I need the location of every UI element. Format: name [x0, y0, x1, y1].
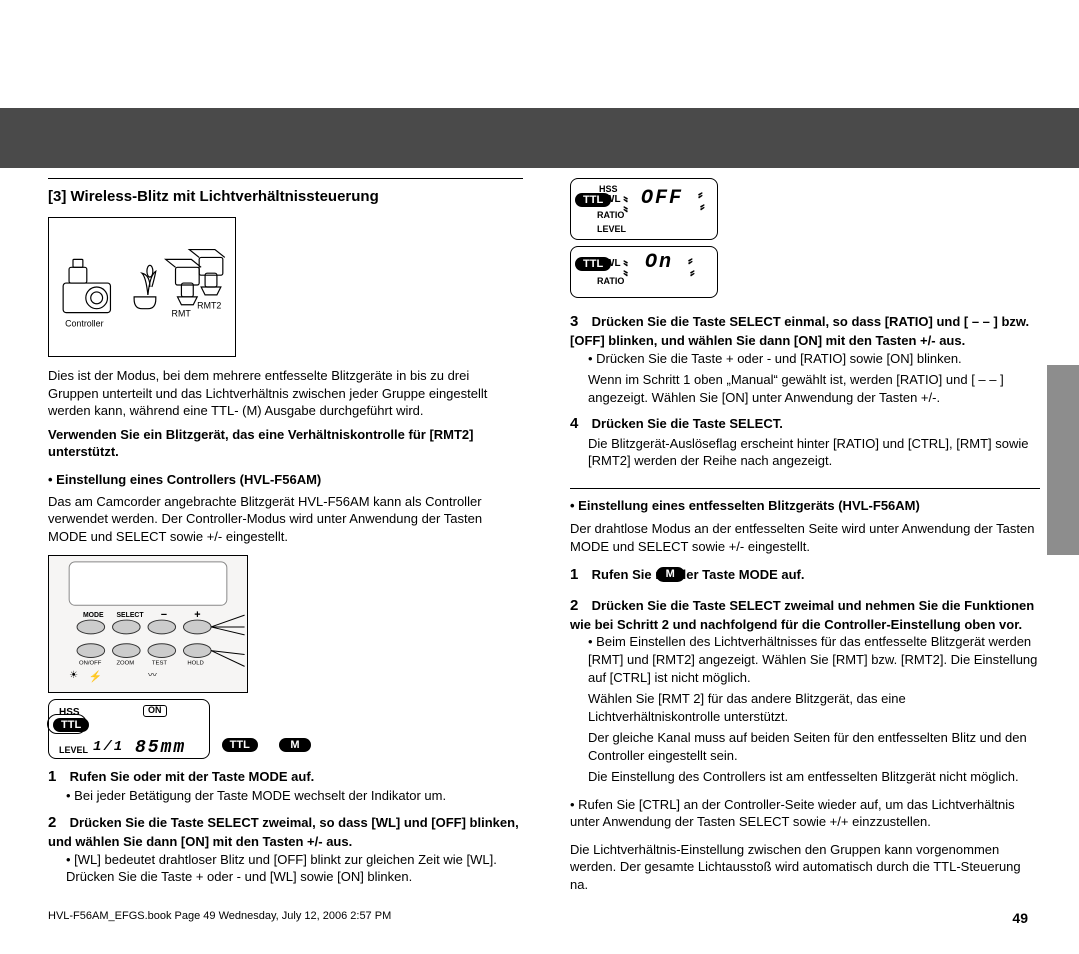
pill-m: M: [279, 738, 310, 752]
right-column: HSS TTL WL OFF RATIO LEVEL 〟 〟 〟 〟 TTL W…: [570, 178, 1040, 894]
page-footer: HVL-F56AM_EFGS.book Page 49 Wednesday, J…: [48, 909, 1028, 928]
remote-setup-title: • Einstellung eines entfesselten Blitzge…: [570, 497, 1040, 515]
step-2: 2 Drücken Sie die Taste SELECT zweimal, …: [48, 813, 523, 851]
section-3-note: Verwenden Sie ein Blitzgerät, das eine V…: [48, 426, 523, 461]
svg-text:TEST: TEST: [152, 661, 167, 667]
label-rmt2: RMT2: [197, 301, 221, 311]
step-2-title: Drücken Sie die Taste SELECT zweimal, so…: [48, 815, 519, 849]
step-2-body2: Drücken Sie die Taste + oder - und [WL] …: [66, 868, 523, 886]
remote-step-2: 2 Drücken Sie die Taste SELECT zweimal u…: [570, 596, 1040, 634]
svg-text:〰: 〰: [148, 670, 157, 680]
step-4: 4 Drücken Sie die Taste SELECT.: [570, 414, 1040, 434]
step-3: 3 Drücken Sie die Taste SELECT einmal, s…: [570, 312, 1040, 350]
remote-step-2-number: 2: [570, 596, 588, 616]
svg-text:☀: ☀: [69, 670, 78, 681]
lcd-on-ratio: RATIO: [597, 275, 624, 287]
remote-step-1-title: Rufen Sie mit der Taste MODE auf. M: [592, 567, 805, 582]
section-3-intro: Dies ist der Modus, bei dem mehrere entf…: [48, 367, 523, 420]
lcd-wl-on: TTL WL On RATIO 〟 〟 〟 〟: [570, 246, 718, 298]
step-4-title: Drücken Sie die Taste SELECT.: [592, 416, 783, 431]
lcd-off-ratio: RATIO: [597, 209, 624, 221]
remote-step-1-text: Rufen Sie mit der Taste MODE auf.: [592, 567, 805, 582]
pill-ttl: TTL: [222, 738, 258, 752]
remote-step-2-body2: Wählen Sie [RMT 2] für das andere Blitzg…: [588, 690, 1040, 725]
remote-step-1: 1 Rufen Sie mit der Taste MODE auf. M: [570, 565, 1040, 585]
svg-text:+: +: [194, 609, 200, 621]
flash-buttons-figure: MODE SELECT − + ON/OFF ZOOM TEST HOLD: [48, 555, 248, 693]
pill-m-remote: M: [656, 567, 685, 581]
svg-text:−: −: [161, 609, 167, 621]
footer-left: HVL-F56AM_EFGS.book Page 49 Wednesday, J…: [48, 909, 391, 928]
step-3-body3: Wenn im Schritt 1 oben „Manual“ gewählt …: [588, 371, 1040, 406]
section-3-rule: [3] Wireless-Blitz mit Lichtverhältnisst…: [48, 178, 523, 207]
step-3-number: 3: [570, 312, 588, 332]
step-1: 1 Rufen Sie oder mit der Taste MODE auf.: [48, 767, 523, 787]
svg-text:ZOOM: ZOOM: [116, 661, 134, 667]
page-number: 49: [1012, 909, 1028, 928]
lcd-on: ON: [143, 705, 167, 717]
label-rmt: RMT: [172, 309, 192, 319]
lcd-off-level: LEVEL: [597, 223, 626, 235]
remote-footnote: • Rufen Sie [CTRL] an der Controller-Sei…: [570, 796, 1040, 831]
remote-setup-rule: • Einstellung eines entfesselten Blitzge…: [570, 488, 1040, 515]
step-2-body1: • [WL] bedeutet drahtloser Blitz und [OF…: [66, 851, 523, 869]
lcd-off-wl: WL: [605, 193, 621, 207]
remote-final: Die Lichtverhältnis-Einstellung zwischen…: [570, 841, 1040, 894]
left-column: [3] Wireless-Blitz mit Lichtverhältnisst…: [48, 178, 523, 886]
lcd-ratio: 1/1: [93, 738, 124, 757]
remote-step-1-number: 1: [570, 565, 588, 585]
step-4-body: Die Blitzgerät-Auslöseflag erscheint hin…: [588, 435, 1040, 470]
remote-step-2-body3: Der gleiche Kanal muss auf beiden Seiten…: [588, 729, 1040, 764]
lcd-ttl-mode: HSS ON TTL LEVEL 1/1 85mm: [48, 699, 210, 759]
label-controller: Controller: [65, 319, 103, 329]
page: [3] Wireless-Blitz mit Lichtverhältnisst…: [0, 0, 1079, 954]
step-1-title: Rufen Sie oder mit der Taste MODE auf.: [70, 769, 315, 784]
ttl-callout-circle: [47, 714, 87, 734]
section-3-title: [3] Wireless-Blitz mit Lichtverhältnisst…: [48, 187, 523, 207]
lcd-on-val: On: [645, 249, 673, 276]
lcd-level: LEVEL: [59, 744, 88, 756]
controller-setup-note: Das am Camcorder angebrachte Blitzgerät …: [48, 493, 523, 546]
step-1-number: 1: [48, 767, 66, 787]
svg-text:MODE: MODE: [83, 612, 104, 619]
diagram-svg: Controller RMT RMT2: [49, 218, 235, 356]
svg-text:⚡: ⚡: [89, 670, 102, 683]
step-3-title: Drücken Sie die Taste SELECT einmal, so …: [570, 314, 1029, 348]
wireless-setup-diagram: Controller RMT RMT2: [48, 217, 236, 357]
step-2-number: 2: [48, 813, 66, 833]
svg-text:HOLD: HOLD: [187, 661, 203, 667]
remote-step-2-title: Drücken Sie die Taste SELECT zweimal und…: [570, 598, 1034, 632]
lcd-mm: 85mm: [135, 736, 186, 760]
lcd-wl-off: HSS TTL WL OFF RATIO LEVEL 〟 〟 〟 〟: [570, 178, 718, 240]
remote-step-2-body1: • Beim Einstellen des Lichtverhältnisses…: [588, 633, 1040, 686]
lcd-on-wl: WL: [605, 257, 621, 271]
remote-step-2-body4: Die Einstellung des Controllers ist am e…: [588, 768, 1040, 786]
step-1-body: • Bei jeder Betätigung der Taste MODE we…: [66, 787, 523, 805]
svg-text:ON/OFF: ON/OFF: [79, 661, 102, 667]
step-3-body1: • Drücken Sie die Taste + oder - und [RA…: [588, 350, 1040, 368]
remote-setup-intro: Der drahtlose Modus an der entfesselten …: [570, 520, 1040, 555]
svg-text:SELECT: SELECT: [116, 612, 144, 619]
lcd-off-val: OFF: [641, 185, 683, 212]
controller-setup-label: • Einstellung eines Controllers (HVL-F56…: [48, 471, 523, 489]
step-4-number: 4: [570, 414, 588, 434]
